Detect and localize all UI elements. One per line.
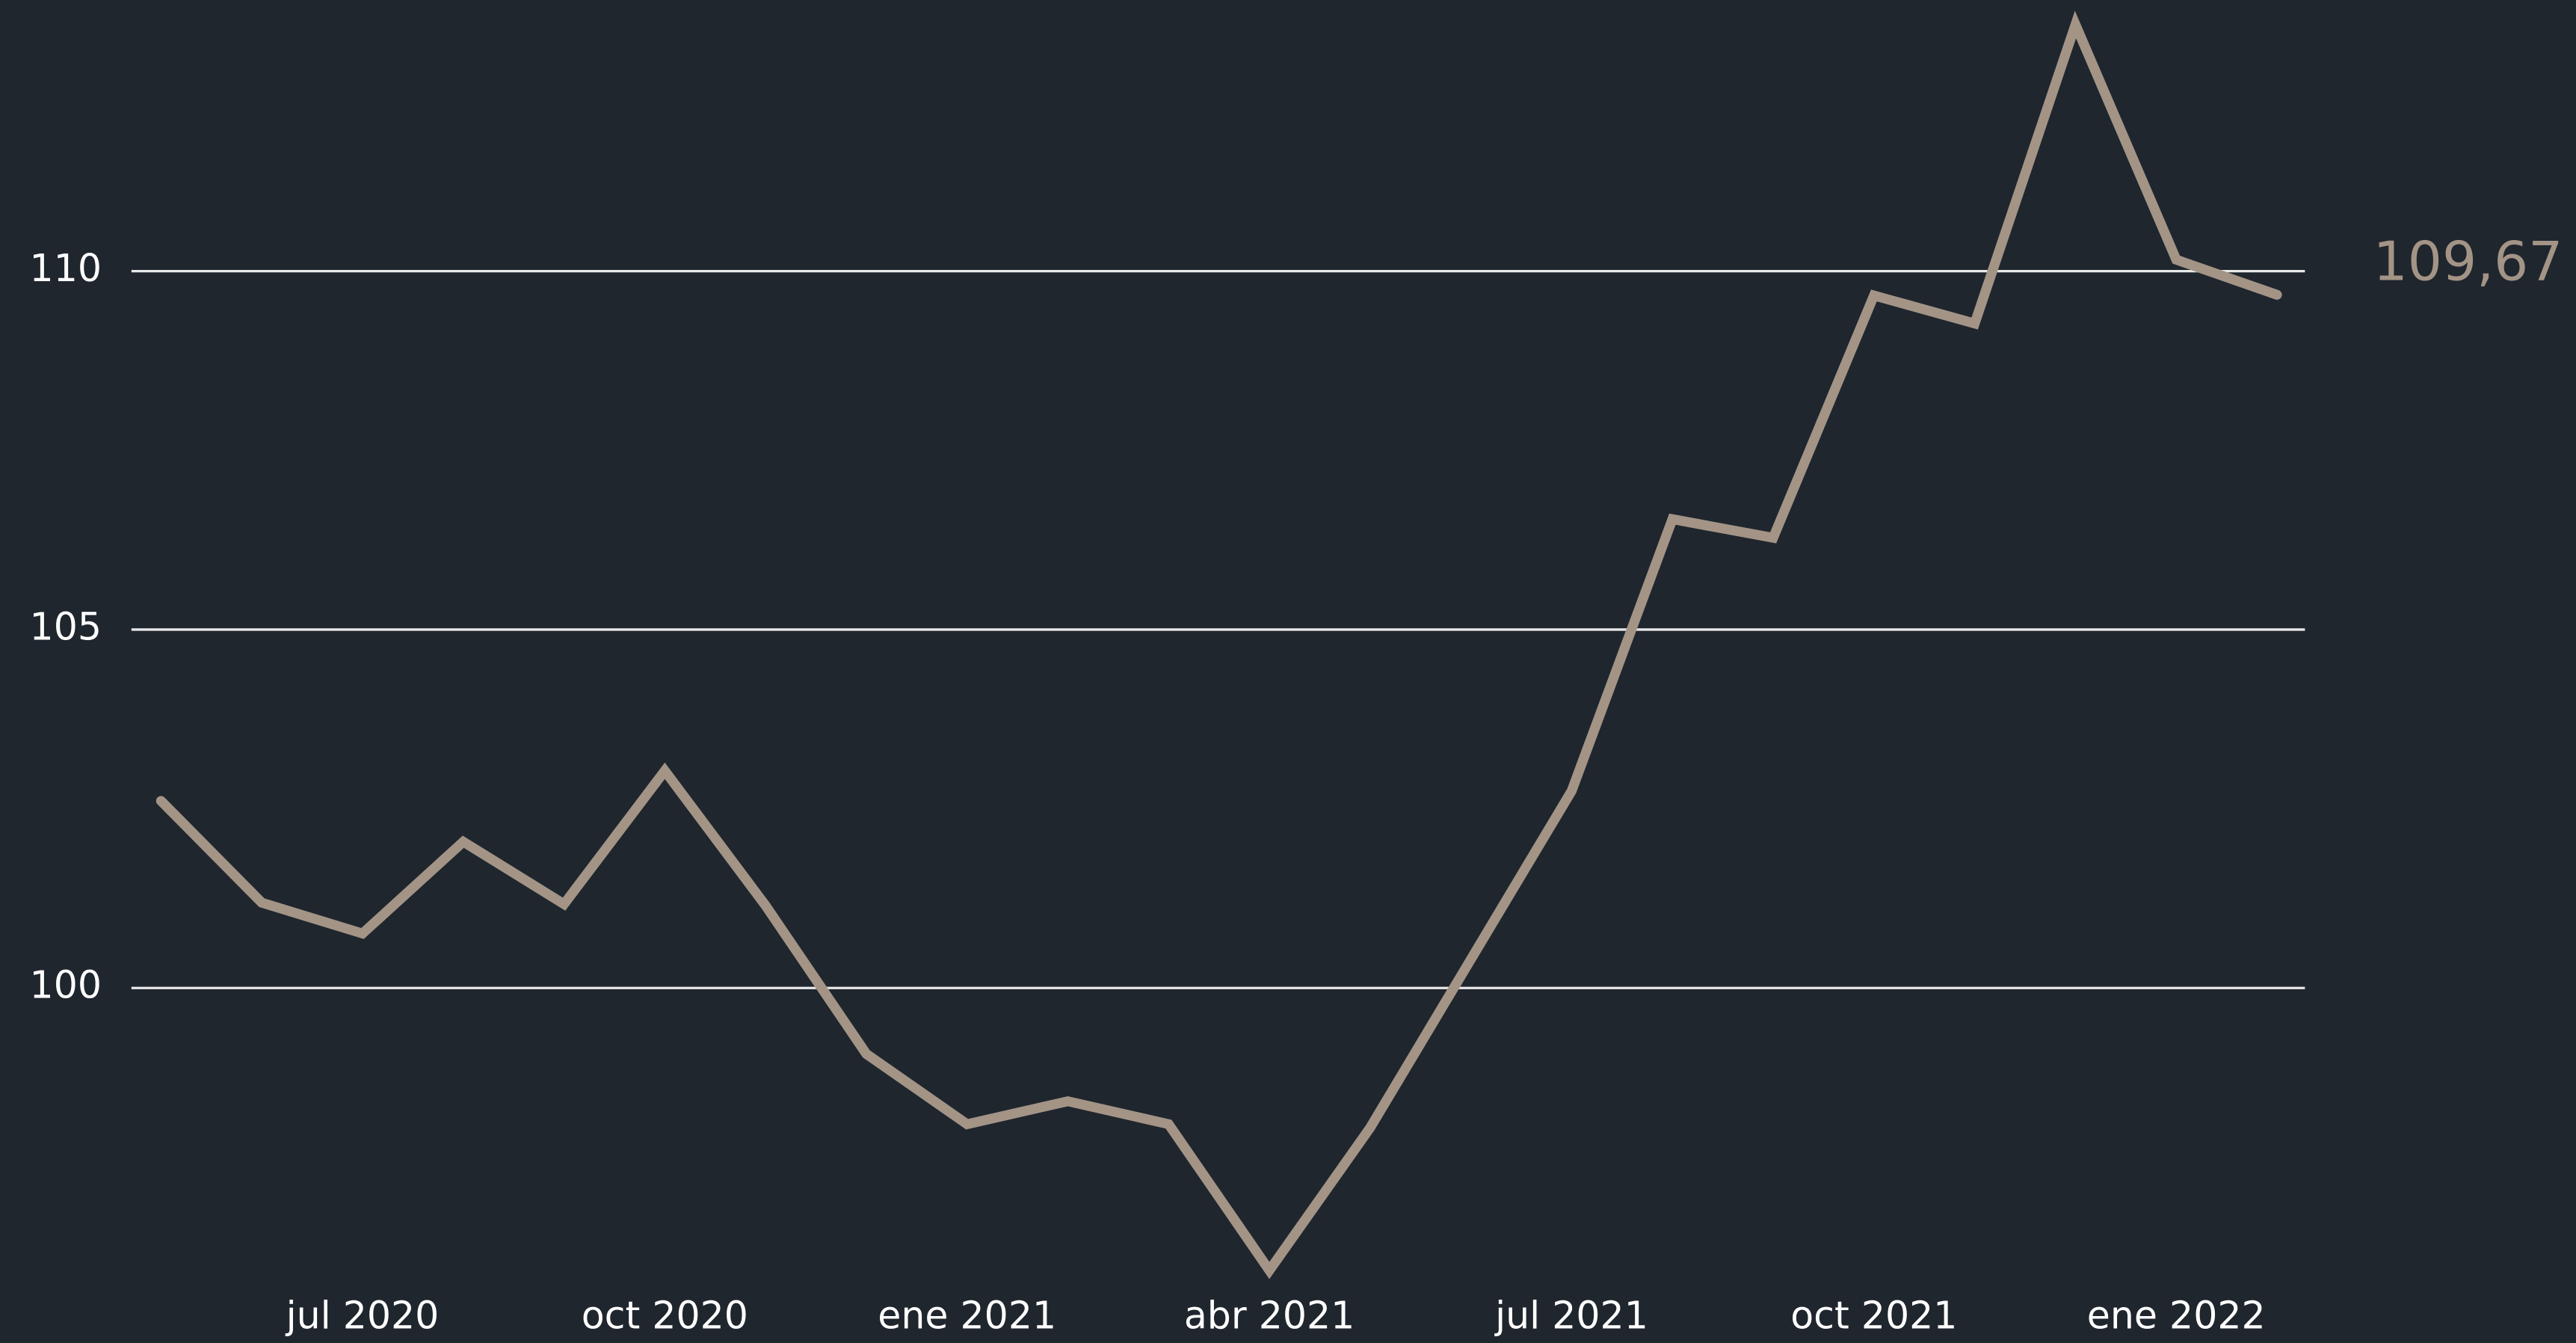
y-tick-label: 100 <box>30 963 102 1007</box>
x-tick-label: jul 2021 <box>1494 1293 1648 1337</box>
line <box>155 10 2282 1279</box>
x-tick-label: jul 2020 <box>286 1293 440 1337</box>
x-tick-label: abr 2021 <box>1184 1293 1355 1337</box>
y-tick-label: 110 <box>30 246 102 290</box>
x-tick-label: ene 2021 <box>878 1293 1056 1337</box>
y-tick-label: 105 <box>30 604 102 648</box>
x-tick-label: ene 2022 <box>2087 1293 2266 1337</box>
x-tick-label: oct 2020 <box>582 1293 748 1337</box>
value-label: 109,67 <box>2373 231 2563 294</box>
x-tick-label: oct 2021 <box>1790 1293 1957 1337</box>
